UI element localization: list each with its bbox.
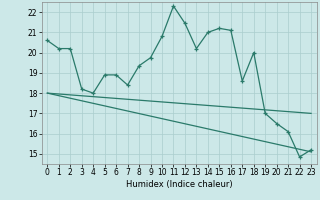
X-axis label: Humidex (Indice chaleur): Humidex (Indice chaleur) [126, 180, 233, 189]
